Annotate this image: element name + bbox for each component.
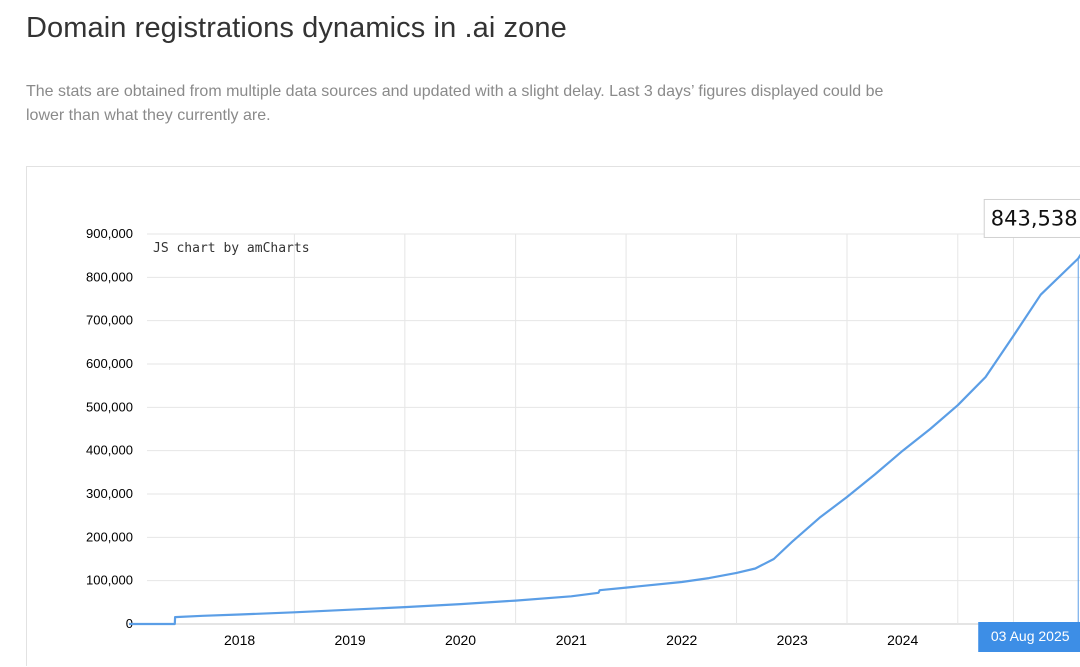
value-tooltip-box xyxy=(983,198,1080,238)
y-tick-label: 700,000 xyxy=(86,313,133,328)
x-axis: 2018 2019 2020 2021 2022 2023 2024 xyxy=(224,632,918,648)
x-tick-label: 2021 xyxy=(556,632,587,648)
y-tick-label: 200,000 xyxy=(86,529,133,544)
series-line[interactable] xyxy=(129,245,1080,626)
page-subtitle: The stats are obtained from multiple dat… xyxy=(26,83,884,124)
cursor-layer: 843,538 03 Aug 2025 xyxy=(978,198,1080,652)
series-layer xyxy=(129,245,1080,626)
page-title: Domain registrations dynamics in .ai zon… xyxy=(26,12,567,44)
y-tick-label: 300,000 xyxy=(86,486,133,501)
line-chart[interactable]: 0100,000200,000300,000400,000500,000600,… xyxy=(27,167,1080,667)
chart-grid xyxy=(147,233,1080,625)
value-tooltip: 843,538 xyxy=(983,198,1080,238)
x-tick-label: 2019 xyxy=(334,632,365,648)
x-tick-label: 2023 xyxy=(777,632,808,648)
chart-panel[interactable]: 0 100,000 200,000 300,000 400,000 500,000 600,… xyxy=(26,166,1080,666)
y-axis: 0100,000200,000300,000400,000500,000600,… xyxy=(86,226,133,631)
date-cursor-label: 03 Aug 2025 xyxy=(991,628,1070,644)
y-tick-label: 800,000 xyxy=(86,269,133,284)
date-cursor-badge-bg xyxy=(978,622,1080,652)
y-tick-label: 900,000 xyxy=(86,226,133,241)
chart-credit[interactable]: JS chart by amCharts xyxy=(153,241,310,256)
date-cursor-badge: 03 Aug 2025 xyxy=(978,622,1080,652)
x-tick-label: 2018 xyxy=(224,632,255,648)
y-tick-label: 600,000 xyxy=(86,356,133,371)
x-tick-label: 2020 xyxy=(445,632,476,648)
y-tick-label: 100,000 xyxy=(86,573,133,588)
value-tooltip-text: 843,538 xyxy=(991,206,1078,230)
x-tick-label: 2024 xyxy=(887,632,918,648)
y-tick-label: 400,000 xyxy=(86,443,133,458)
y-tick-label: 500,000 xyxy=(86,399,133,414)
x-tick-label: 2022 xyxy=(666,632,697,648)
